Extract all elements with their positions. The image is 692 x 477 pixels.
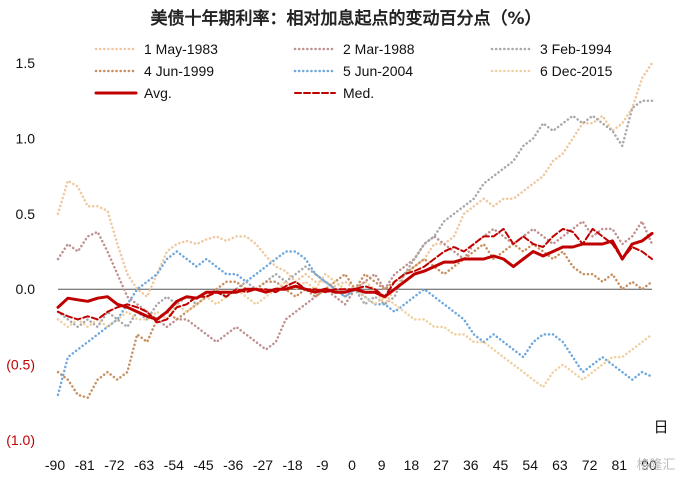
x-tick-label: 0: [348, 457, 356, 473]
x-tick-label: -81: [75, 457, 95, 473]
series-line-3: [56, 99, 654, 329]
series-line-6: [56, 272, 654, 389]
y-tick-label: 0.5: [16, 206, 36, 222]
y-axis-ticks: (1.0) (0.5) 0.0 0.5 1.0 1.5: [6, 55, 35, 448]
series-layer: [56, 61, 654, 400]
y-tick-label: (0.5): [6, 357, 35, 373]
x-tick-label: -45: [193, 457, 213, 473]
series-line-5: [56, 250, 654, 397]
series-line-4: [56, 242, 654, 400]
x-tick-label: 9: [378, 457, 386, 473]
y-tick-label: 1.0: [16, 130, 36, 146]
chart-title: 美债十年期利率：相对加息起点的变动百分点（%）: [150, 8, 541, 29]
y-tick-label: 0.0: [16, 281, 36, 297]
x-tick-label: -54: [164, 457, 184, 473]
x-tick-label: -90: [45, 457, 65, 473]
legend-label-4: 4 Jun-1999: [144, 63, 214, 79]
x-tick-label: 72: [582, 457, 598, 473]
x-tick-label: -72: [104, 457, 124, 473]
x-tick-label: -18: [282, 457, 302, 473]
legend-label-2: 2 Mar-1988: [343, 41, 415, 57]
legend-label-6: 6 Dec-2015: [540, 63, 613, 79]
x-tick-label: -63: [134, 457, 154, 473]
x-tick-label: 63: [552, 457, 568, 473]
y-tick-label: (1.0): [6, 432, 35, 448]
series-line-2: [56, 220, 654, 351]
x-tick-label: 45: [493, 457, 509, 473]
series-line-8: [57, 227, 653, 324]
legend-label-3: 3 Feb-1994: [540, 41, 612, 57]
x-tick-label: 90: [641, 457, 657, 473]
x-tick-label: 81: [612, 457, 628, 473]
x-tick-label: 18: [404, 457, 420, 473]
x-tick-label: 54: [522, 457, 538, 473]
legend-label-1: 1 May-1983: [144, 41, 218, 57]
watermark: 格隆汇: [636, 457, 675, 473]
legend-label-7: Avg.: [144, 85, 172, 101]
x-tick-label: -36: [223, 457, 243, 473]
x-tick-label: -27: [253, 457, 273, 473]
x-tick-label: 27: [433, 457, 449, 473]
legend-label-5: 5 Jun-2004: [343, 63, 413, 79]
y-tick-label: 1.5: [16, 55, 36, 71]
x-unit-label: 日: [653, 418, 668, 436]
x-tick-label: 36: [463, 457, 479, 473]
x-tick-label: -9: [316, 457, 329, 473]
legend-label-8: Med.: [343, 85, 374, 101]
legend: 1 May-1983 2 Mar-1988 3 Feb-1994 4 Jun-1999…: [94, 41, 613, 101]
x-axis: -90 -81 -72 -63 -54 -45 -36 -27 -18 -9 0 9 18 27 36 45 5…: [45, 288, 657, 473]
series-line-7: [56, 231, 654, 321]
